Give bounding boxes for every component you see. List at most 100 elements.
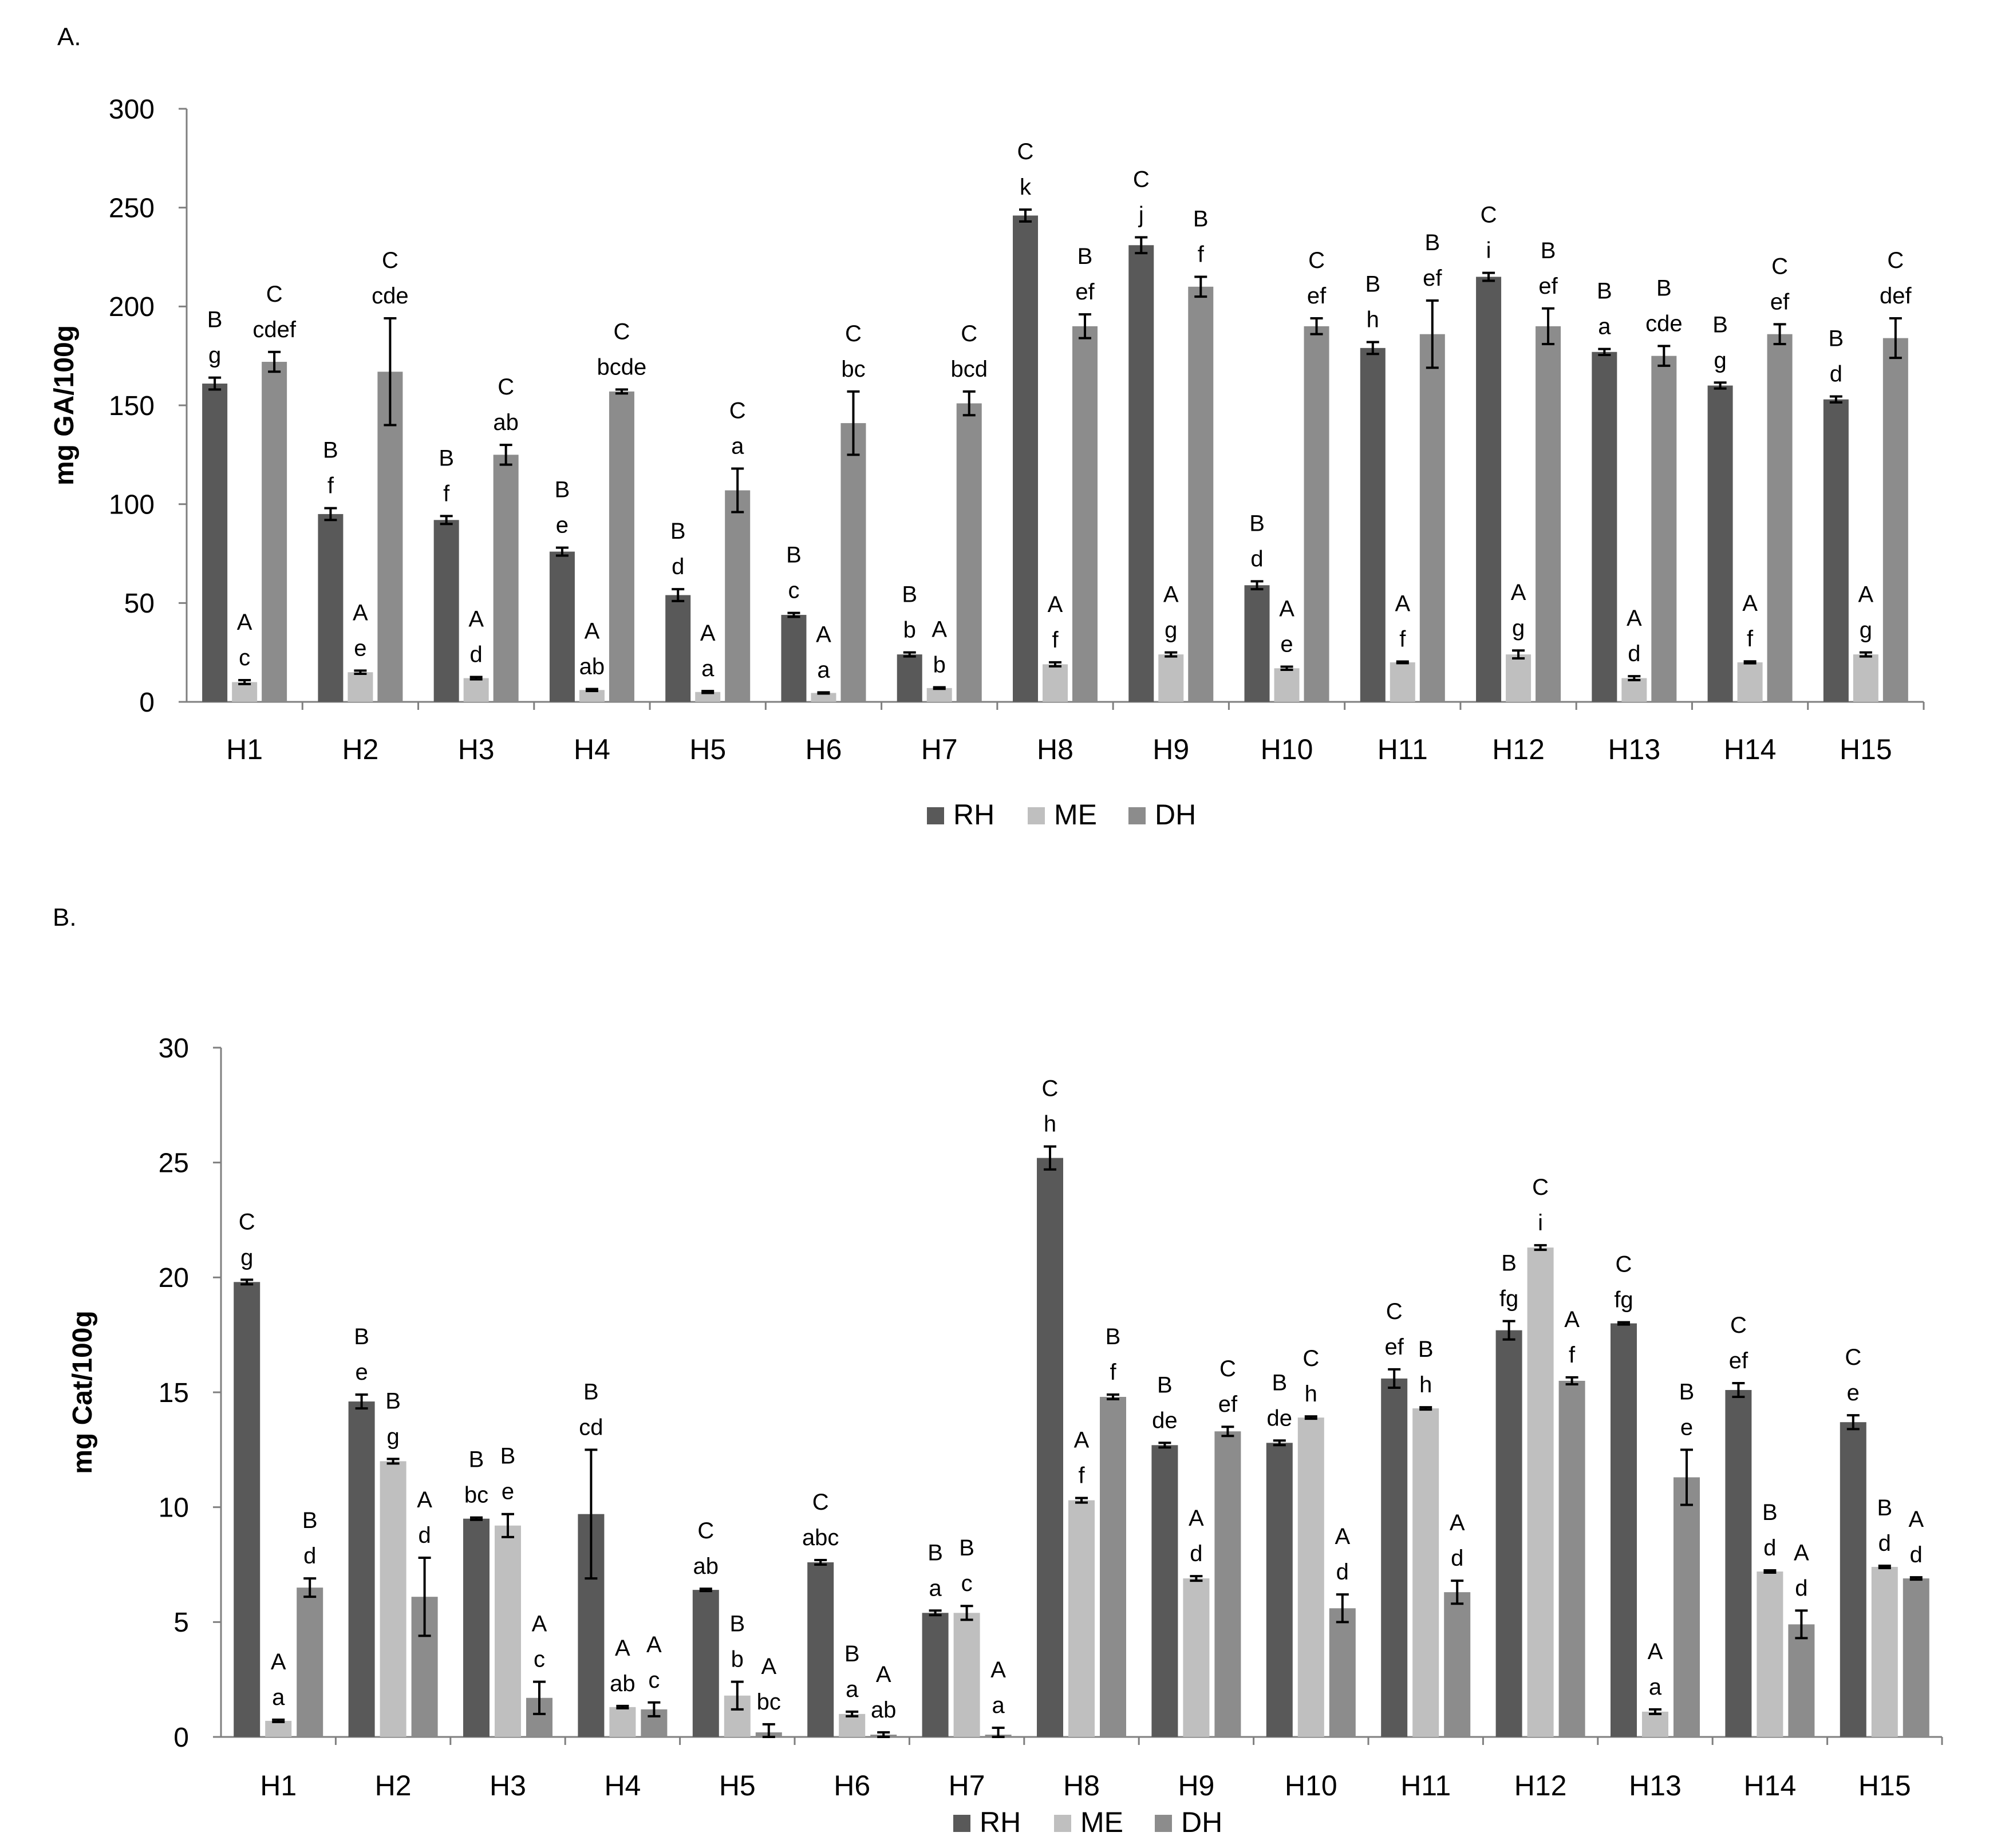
y-axis-label: mg GA/100g bbox=[49, 325, 80, 485]
significance-label-lower: ef bbox=[1770, 289, 1790, 314]
significance-label-lower: abc bbox=[802, 1525, 839, 1550]
significance-label-lower: ab bbox=[493, 410, 519, 435]
bar-rh bbox=[1611, 1323, 1637, 1737]
bar-dh bbox=[1651, 356, 1677, 702]
significance-label-lower: a bbox=[846, 1677, 859, 1702]
bar-me bbox=[579, 690, 605, 702]
significance-label-lower: cdef bbox=[252, 317, 296, 342]
bar-rh bbox=[1381, 1378, 1408, 1737]
error-bar bbox=[615, 388, 628, 395]
significance-label-lower: c bbox=[534, 1647, 545, 1672]
significance-label-lower: ef bbox=[1423, 266, 1442, 291]
error-bar bbox=[1107, 1393, 1119, 1401]
significance-label-upper: B bbox=[1157, 1372, 1173, 1397]
error-bar bbox=[1310, 317, 1323, 335]
y-tick-label: 5 bbox=[173, 1608, 189, 1638]
significance-label-upper: C bbox=[613, 319, 630, 344]
significance-label-upper: C bbox=[239, 1209, 255, 1234]
significance-label-upper: C bbox=[845, 321, 862, 346]
error-bar bbox=[1846, 1414, 1860, 1431]
bar-me bbox=[348, 672, 373, 702]
significance-label-upper: A bbox=[932, 617, 947, 642]
error-bar bbox=[1079, 313, 1091, 339]
error-bar bbox=[1366, 341, 1379, 356]
y-tick-label: 250 bbox=[109, 193, 155, 223]
significance-label-lower: d bbox=[418, 1523, 431, 1548]
significance-label-upper: A bbox=[353, 600, 368, 625]
error-bar bbox=[1502, 1320, 1515, 1341]
error-bar bbox=[814, 1558, 827, 1566]
legend-label-rh: RH bbox=[953, 799, 994, 831]
bar-me bbox=[1158, 654, 1184, 702]
significance-label-lower: i bbox=[1538, 1210, 1543, 1235]
significance-label-lower: bcde bbox=[597, 354, 647, 380]
error-bar bbox=[1743, 660, 1757, 665]
significance-label-upper: A bbox=[1163, 582, 1179, 607]
bar-me bbox=[953, 1613, 980, 1737]
x-tick-label: H6 bbox=[806, 733, 842, 765]
x-tick-label: H4 bbox=[574, 733, 610, 765]
significance-label-lower: f bbox=[327, 473, 334, 499]
error-bar bbox=[418, 1556, 431, 1637]
y-tick-label: 15 bbox=[159, 1378, 189, 1408]
significance-label-upper: A bbox=[1279, 597, 1294, 622]
error-bar bbox=[469, 676, 483, 681]
bar-rh bbox=[1707, 385, 1733, 702]
bar-me bbox=[1068, 1500, 1095, 1737]
significance-label-lower: h bbox=[1305, 1381, 1317, 1407]
x-tick-label: H10 bbox=[1261, 733, 1313, 765]
bar-rh bbox=[1725, 1389, 1752, 1737]
significance-label-upper: A bbox=[876, 1662, 891, 1687]
bar-dh bbox=[725, 490, 751, 702]
significance-label-upper: A bbox=[585, 619, 600, 644]
error-bar bbox=[847, 390, 860, 456]
significance-label-lower: g bbox=[1714, 348, 1726, 373]
significance-label-upper: C bbox=[1730, 1313, 1747, 1338]
error-bar bbox=[1889, 317, 1902, 360]
significance-label-upper: B bbox=[959, 1535, 974, 1561]
error-bar bbox=[762, 1723, 775, 1738]
significance-label-lower: h bbox=[1419, 1372, 1432, 1397]
significance-label-upper: A bbox=[1450, 1510, 1465, 1535]
significance-label-upper: B bbox=[1272, 1370, 1287, 1395]
error-bar bbox=[1280, 665, 1293, 672]
significance-label-lower: a bbox=[1598, 314, 1611, 339]
significance-label-lower: bc bbox=[757, 1689, 781, 1715]
bar-rh bbox=[318, 514, 344, 702]
x-tick-label: H14 bbox=[1724, 733, 1777, 765]
bar-dh bbox=[297, 1588, 323, 1737]
significance-label-lower: f bbox=[1569, 1342, 1576, 1368]
bar-me bbox=[463, 678, 489, 702]
significance-label-upper: B bbox=[927, 1540, 943, 1565]
significance-label-upper: B bbox=[1106, 1324, 1121, 1349]
significance-label-upper: B bbox=[1656, 275, 1672, 301]
significance-label-upper: C bbox=[1845, 1345, 1861, 1370]
significance-label-lower: ab bbox=[579, 654, 605, 680]
error-bar bbox=[933, 686, 946, 690]
bar-dh bbox=[1214, 1431, 1241, 1737]
error-bar bbox=[1221, 1426, 1234, 1438]
legend-label-rh: RH bbox=[980, 1806, 1021, 1838]
significance-label-lower: d bbox=[1830, 361, 1842, 386]
error-bar bbox=[1680, 1448, 1693, 1506]
x-tick-label: H15 bbox=[1840, 733, 1892, 765]
significance-label-upper: A bbox=[468, 606, 484, 631]
error-bar bbox=[1512, 649, 1525, 660]
significance-label-lower: d bbox=[303, 1543, 316, 1569]
y-tick-label: 300 bbox=[109, 94, 155, 125]
y-axis-label: mg Cat/100g bbox=[68, 1310, 98, 1474]
significance-label-upper: B bbox=[1501, 1251, 1517, 1276]
bar-me bbox=[695, 692, 721, 702]
significance-label-lower: i bbox=[1486, 238, 1491, 263]
significance-label-lower: a bbox=[817, 657, 830, 682]
error-bar bbox=[699, 1588, 712, 1593]
x-tick-label: H15 bbox=[1858, 1770, 1911, 1802]
x-tick-label: H1 bbox=[226, 733, 263, 765]
error-bar bbox=[1158, 1442, 1171, 1449]
bar-me bbox=[1871, 1567, 1898, 1737]
significance-label-upper: B bbox=[1597, 279, 1612, 304]
bar-me bbox=[1757, 1571, 1783, 1737]
bar-rh bbox=[1013, 215, 1038, 702]
bar-me bbox=[1642, 1711, 1668, 1737]
